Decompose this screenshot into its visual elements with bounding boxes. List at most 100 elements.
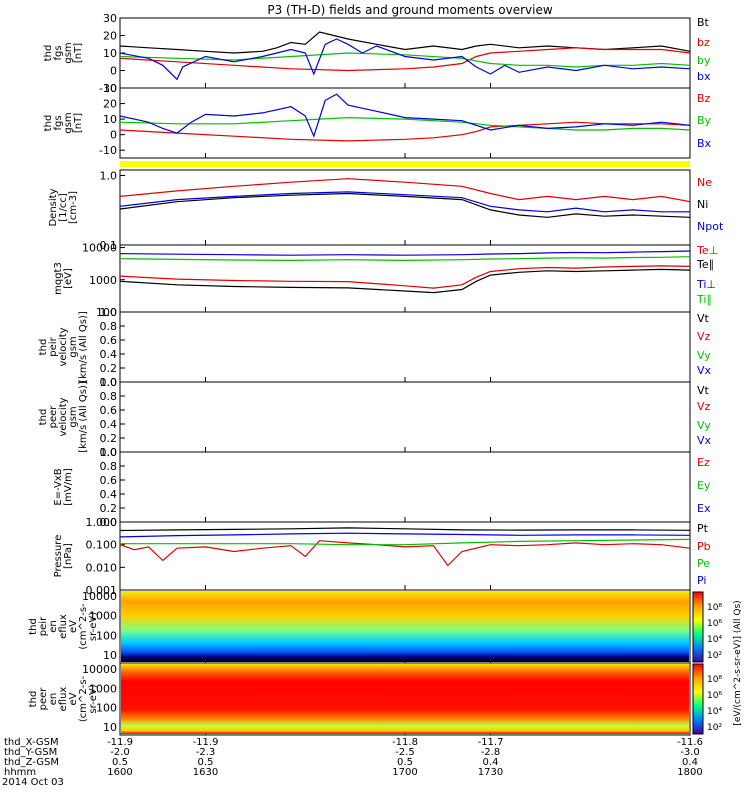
y-axis-label: thd: [38, 409, 49, 426]
panel-10: 10 100 1000 10000 thd peer en eflux eV (cm^2-s-sr…: [28, 662, 691, 736]
y-axis-label: mqgt3: [53, 262, 64, 295]
panel-1: -10 0 10 20 30 thd fgs gsm [nT] Bt bz by bx: [43, 12, 711, 95]
panel-8: 0.001 0.010 0.100 1.000 Pressure [nPa] Pt Pb Pe P…: [53, 516, 711, 597]
legend-Ni: Ni: [697, 198, 708, 211]
colorbar-tick: 10²: [707, 651, 722, 661]
y-axis-label: [eV]: [63, 268, 74, 289]
legend-by: by: [697, 54, 711, 67]
legend-Ti∥: Ti∥: [696, 293, 712, 306]
y-tick-label: -10: [99, 144, 117, 157]
y-tick-label: 0.4: [100, 348, 118, 361]
y-tick-label: 1000: [89, 682, 117, 695]
y-axis-label: en: [48, 693, 59, 706]
series-line-bx: [119, 38, 691, 81]
y-tick-label: 1000: [89, 610, 117, 623]
x-axis-row-label: thd_Z-GSM: [4, 757, 59, 768]
panel-9: 10 100 1000 10000 thd peir en eflux eV (cm^2-s-sr…: [28, 589, 691, 664]
legend-Ti⊥: Ti⊥: [696, 278, 716, 291]
panel-frame: [119, 451, 691, 523]
y-tick-label: 0.001: [86, 584, 118, 597]
x-axis-row-value: -2.8: [481, 747, 501, 758]
y-axis-label: eV: [68, 620, 79, 633]
x-axis-row-value: 0.5: [112, 757, 128, 768]
series-line-By: [119, 116, 691, 131]
series-line-Te∥: [119, 268, 691, 294]
y-tick-label: 0.0: [100, 376, 118, 389]
heatmap-image: [121, 664, 689, 734]
y-axis-label: en: [48, 620, 59, 633]
x-axis-row-value: -11.9: [107, 737, 133, 748]
legend-Pi: Pi: [697, 574, 706, 587]
y-tick-label: 100: [96, 629, 117, 642]
y-axis-label: gsm: [63, 112, 74, 133]
y-tick-label: 0.6: [100, 404, 118, 417]
colorbar-tick: 10⁶: [707, 691, 722, 701]
y-tick-label: 100: [96, 702, 117, 715]
y-axis-label: [nT]: [73, 113, 84, 133]
yellow-quality-bar: [120, 161, 690, 167]
y-tick-label: 30: [103, 12, 117, 25]
colorbar-tick: 10²: [707, 723, 722, 733]
y-axis-label: fgs: [53, 45, 64, 60]
y-tick-label: 0.6: [100, 334, 118, 347]
y-tick-label: 0.4: [100, 488, 118, 501]
x-axis-row-value: 1730: [478, 767, 503, 778]
legend-Vz: Vz: [697, 400, 711, 413]
y-tick-label: -10: [99, 82, 117, 95]
y-axis-label: [km/s (All Qs)]: [78, 381, 89, 453]
y-axis-label: peer: [38, 687, 49, 711]
y-axis-label: thd: [43, 115, 54, 132]
legend-Npot: Npot: [697, 220, 724, 233]
x-axis-row-value: 1700: [392, 767, 417, 778]
y-tick-label: 1.000: [86, 516, 118, 529]
series-line-Ti⊥: [119, 250, 691, 256]
series-line-Npot: [119, 191, 690, 213]
y-axis-label: thd: [28, 618, 39, 635]
figure-title: P3 (TH-D) fields and ground moments over…: [267, 3, 552, 17]
panel-frame: [119, 311, 691, 383]
y-axis-label: peir: [48, 336, 59, 356]
y-axis-label: [1/cc]: [58, 193, 69, 222]
y-axis-label: Pressure: [53, 535, 64, 578]
series-line-Bx: [119, 93, 691, 138]
legend-Te⊥: Te⊥: [696, 244, 718, 257]
panel-frame: [119, 521, 691, 591]
x-axis-row-value: -11.6: [677, 737, 703, 748]
y-tick-label: 0.010: [86, 561, 118, 574]
colorbar-tick: 10⁸: [707, 675, 722, 685]
colorbar-tick: 10⁶: [707, 619, 722, 629]
y-axis-label: peir: [38, 616, 49, 636]
panel-3: 0.1 1.0 Density [1/cc] [cm-3] Ne Ni Npot: [48, 169, 724, 252]
y-tick-label: 0: [110, 65, 117, 78]
series-line-Pt: [119, 527, 691, 532]
panel-2: -10 0 10 20 30 thd fgs gsm [nT] Bz By Bx: [43, 82, 712, 159]
y-axis-label: fgs: [53, 115, 64, 130]
x-axis-row-value: -2.5: [395, 747, 415, 758]
legend-By: By: [697, 114, 712, 127]
colorbar-lower: [692, 663, 704, 735]
heatmap-image: [121, 591, 689, 662]
y-axis-label: velocity: [58, 397, 69, 436]
y-tick-label: 0.2: [100, 432, 118, 445]
series-line-Ni: [119, 192, 691, 218]
y-tick-label: 100: [96, 306, 117, 319]
colorbar-label: [eV/(cm^2-s-sr-eV)] (All Qs): [733, 600, 743, 725]
y-tick-label: 0.0: [100, 516, 118, 529]
legend-Ne: Ne: [697, 176, 712, 189]
legend-Vt: Vt: [697, 312, 710, 325]
y-tick-label: 0: [110, 129, 117, 142]
y-tick-label: 1.0: [100, 446, 118, 459]
legend-Vx: Vx: [697, 434, 712, 447]
x-axis-row-value: 0.5: [397, 757, 413, 768]
series-line-Pe: [120, 538, 691, 546]
y-tick-label: 1000: [89, 274, 117, 287]
legend-Pe: Pe: [697, 557, 710, 570]
legend-Vt: Vt: [697, 384, 710, 397]
x-axis-row-value: -2.0: [110, 747, 130, 758]
x-axis-group: thd_X-GSM -11.9 -11.9 -11.8 -11.7 -11.6 thd_Y-…: [4, 737, 703, 778]
y-tick-label: 0.1: [100, 239, 118, 252]
y-tick-label: 0.4: [100, 418, 118, 431]
